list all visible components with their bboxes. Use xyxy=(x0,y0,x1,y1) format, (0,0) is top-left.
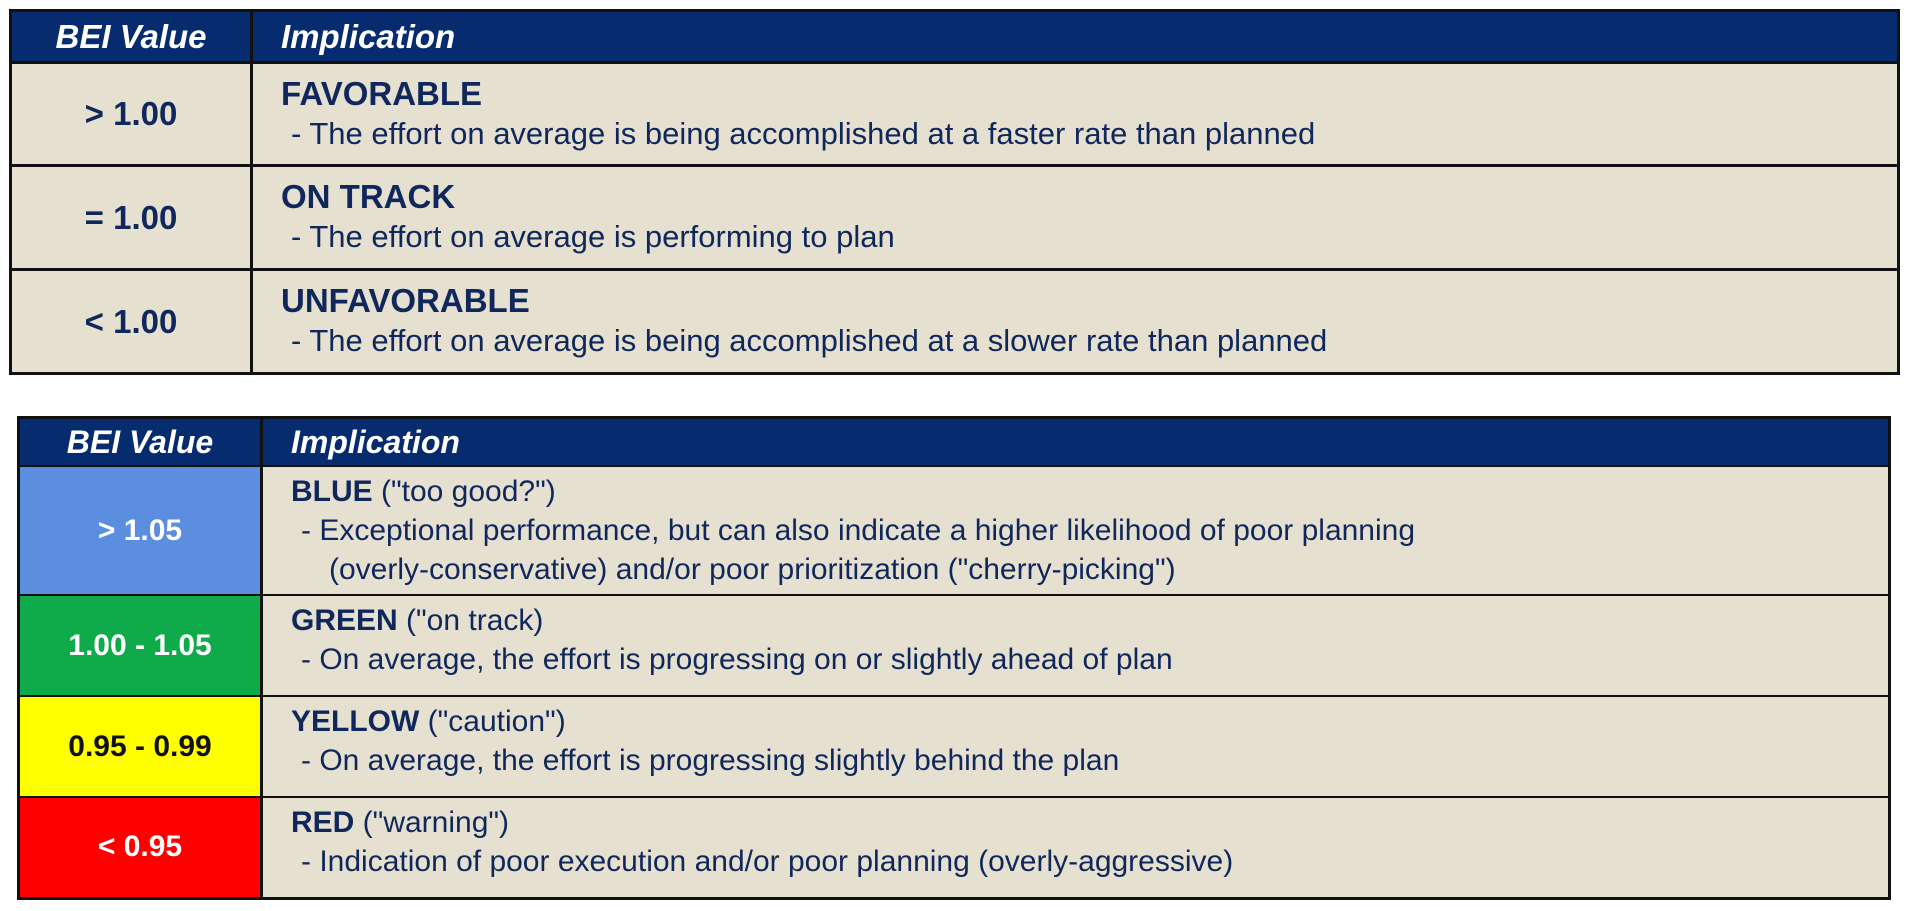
table-row: > 1.05 BLUE ("too good?") - Exceptional … xyxy=(18,465,1890,595)
header-implication: Implication xyxy=(251,10,1900,63)
description-text: - On average, the effort is progressing … xyxy=(301,744,1120,777)
qualifier: ("caution") xyxy=(419,705,566,738)
description-text-continued: (overly-conservative) and/or poor priori… xyxy=(329,553,1176,586)
description-text: - On average, the effort is progressing … xyxy=(301,643,1173,676)
table-header-row: BEI Value Implication xyxy=(18,417,1891,466)
bei-value-cell: = 1.00 xyxy=(10,164,253,270)
table-row: 1.00 - 1.05 GREEN ("on track) - On avera… xyxy=(18,594,1890,696)
table-row: > 1.00 FAVORABLE - The effort on average… xyxy=(10,61,1899,166)
description-text: - The effort on average is performing to… xyxy=(291,219,895,254)
bei-value-cell-blue: > 1.05 xyxy=(18,465,263,595)
color-name: RED xyxy=(291,806,355,839)
table-row: 0.95 - 0.99 YELLOW ("caution") - On aver… xyxy=(18,695,1890,797)
category-label: ON TRACK xyxy=(281,178,456,215)
description-text: - Indication of poor execution and/or po… xyxy=(301,845,1234,878)
qualifier: ("on track) xyxy=(397,604,544,637)
header-bei-value: BEI Value xyxy=(18,417,263,466)
description-text: - Exceptional performance, but can also … xyxy=(301,514,1416,547)
table-row: < 1.00 UNFAVORABLE - The effort on avera… xyxy=(10,268,1899,374)
implication-cell: BLUE ("too good?") - Exceptional perform… xyxy=(261,465,1890,595)
implication-cell: FAVORABLE - The effort on average is bei… xyxy=(251,61,1899,166)
bei-value-cell: > 1.00 xyxy=(10,61,253,166)
table-row: = 1.00 ON TRACK - The effort on average … xyxy=(10,164,1899,270)
bei-value-cell-red: < 0.95 xyxy=(18,796,263,898)
bei-value-cell-yellow: 0.95 - 0.99 xyxy=(18,695,263,797)
color-name: GREEN xyxy=(291,604,398,637)
implication-cell: YELLOW ("caution") - On average, the eff… xyxy=(261,695,1890,797)
category-label: RED ("warning") xyxy=(291,804,1888,842)
color-name: YELLOW xyxy=(291,705,420,738)
color-name: BLUE xyxy=(291,475,373,508)
qualifier: ("too good?") xyxy=(372,475,556,508)
implication-cell: RED ("warning") - Indication of poor exe… xyxy=(261,796,1890,898)
header-implication: Implication xyxy=(261,417,1891,466)
header-bei-value: BEI Value xyxy=(10,10,253,63)
implication-cell: UNFAVORABLE - The effort on average is b… xyxy=(251,268,1899,374)
bei-value-cell: < 1.00 xyxy=(10,268,253,374)
category-label: FAVORABLE xyxy=(281,75,483,112)
qualifier: ("warning") xyxy=(354,806,510,839)
category-label: UNFAVORABLE xyxy=(281,282,530,319)
table-header-row: BEI Value Implication xyxy=(10,10,1900,63)
implication-cell: ON TRACK - The effort on average is perf… xyxy=(251,164,1899,270)
category-label: GREEN ("on track) xyxy=(291,602,1888,640)
bei-value-cell-green: 1.00 - 1.05 xyxy=(18,594,263,696)
table-row: < 0.95 RED ("warning") - Indication of p… xyxy=(18,796,1890,898)
bei-implication-table: BEI Value Implication > 1.00 FAVORABLE -… xyxy=(9,9,1900,375)
description-text: - The effort on average is being accompl… xyxy=(291,323,1328,358)
description-text: - The effort on average is being accompl… xyxy=(291,116,1316,151)
implication-cell: GREEN ("on track) - On average, the effo… xyxy=(261,594,1890,696)
bei-color-threshold-table: BEI Value Implication > 1.05 BLUE ("too … xyxy=(17,416,1891,900)
category-label: YELLOW ("caution") xyxy=(291,703,1888,741)
category-label: BLUE ("too good?") xyxy=(291,473,1888,511)
